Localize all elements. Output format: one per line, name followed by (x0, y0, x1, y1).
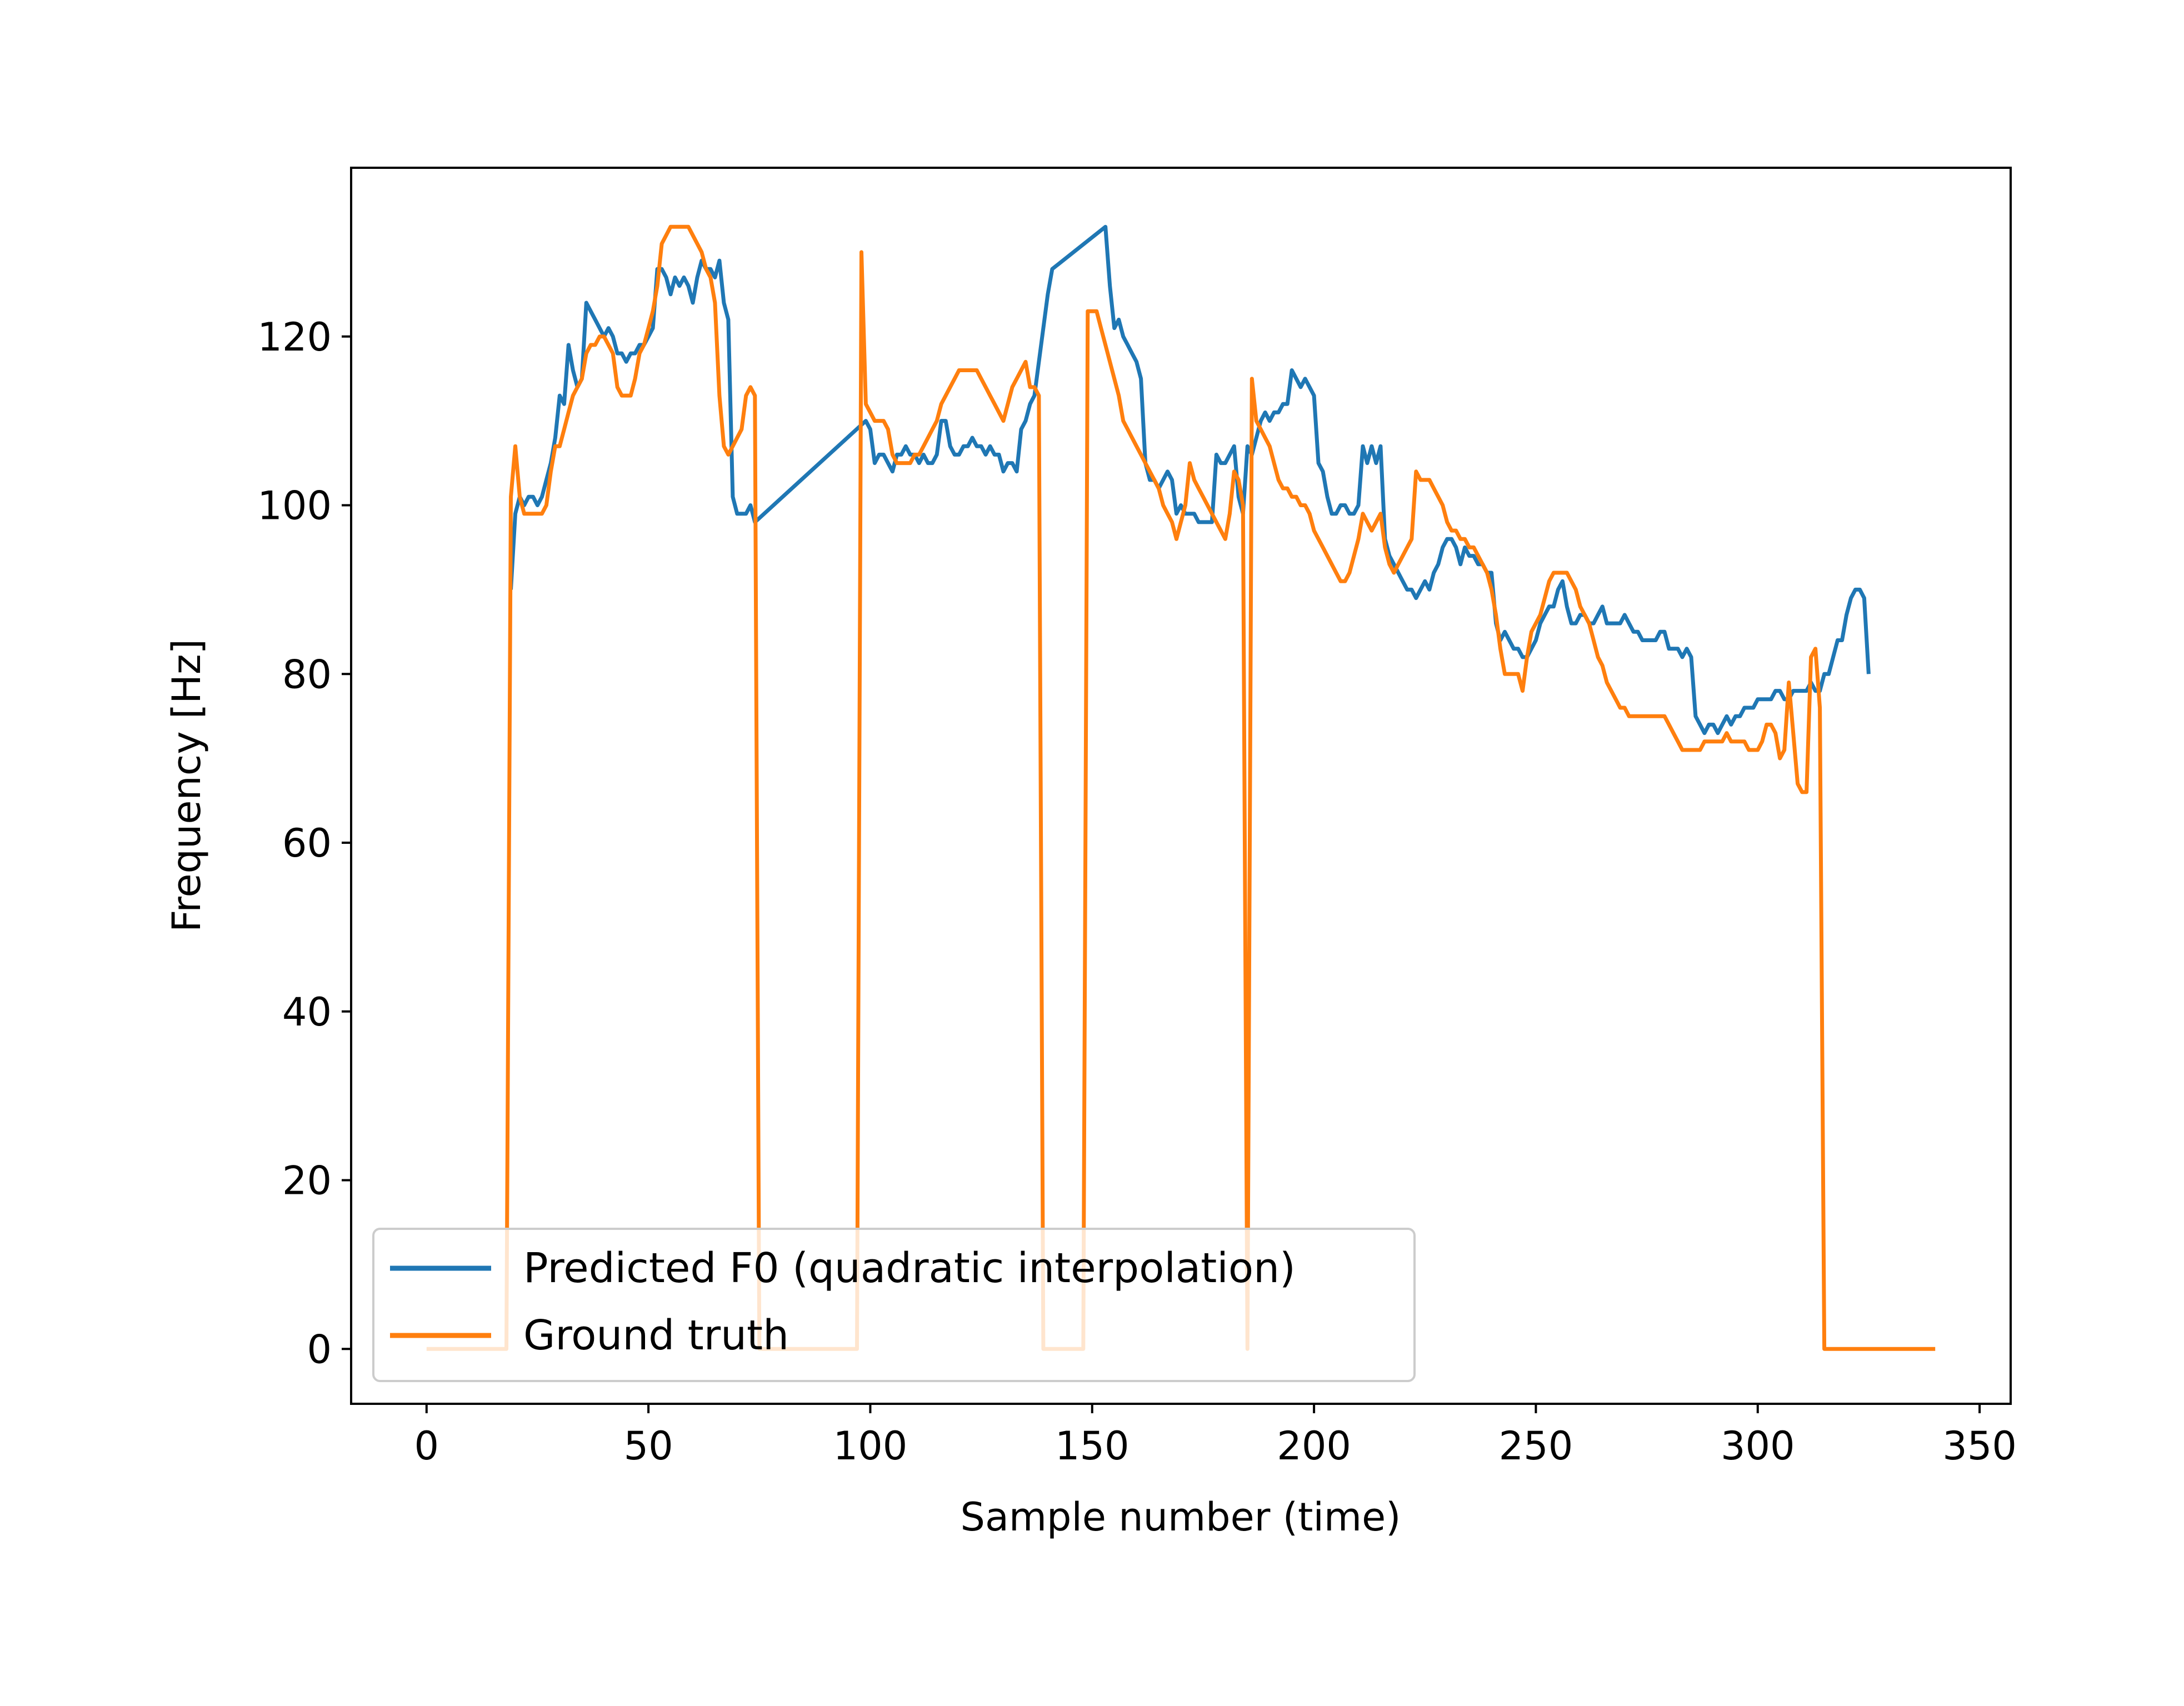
series-line-ground-truth (426, 224, 1936, 1351)
plot-area (350, 167, 2012, 1405)
lines-layer (426, 224, 1936, 1351)
x-axis: 0 50 100 150 200 250 300 350 (414, 1404, 2017, 1469)
y-tick-label: 40 (282, 989, 332, 1035)
legend-label-predicted: Predicted F0 (quadratic interpolation) (523, 1244, 1296, 1292)
x-tick-label: 200 (1277, 1423, 1351, 1469)
x-tick-label: 50 (624, 1423, 673, 1469)
y-tick-label: 60 (282, 821, 332, 866)
y-tick-label: 20 (282, 1158, 332, 1204)
y-tick-label: 0 (307, 1327, 332, 1372)
y-tick-label: 120 (257, 314, 332, 360)
x-tick-label: 100 (833, 1423, 908, 1469)
x-tick-label: 300 (1721, 1423, 1795, 1469)
series-line-predicted (509, 224, 1871, 736)
x-tick-label: 150 (1055, 1423, 1130, 1469)
legend: Predicted F0 (quadratic interpolation) G… (372, 1228, 1416, 1382)
x-tick-label: 250 (1499, 1423, 1573, 1469)
x-tick-label: 350 (1942, 1423, 2017, 1469)
x-tick-label: 0 (414, 1423, 439, 1469)
y-axis: 0 20 40 60 80 100 120 (257, 314, 351, 1372)
y-tick-label: 80 (282, 652, 332, 697)
axes-background (351, 168, 2011, 1404)
axes-frame (350, 167, 2012, 1405)
legend-box (372, 1228, 1416, 1382)
legend-label-ground-truth: Ground truth (523, 1312, 789, 1359)
y-axis-label: Frequency [Hz] (164, 639, 209, 932)
x-axis-label: Sample number (time) (961, 1494, 1401, 1540)
y-tick-label: 100 (257, 483, 332, 529)
